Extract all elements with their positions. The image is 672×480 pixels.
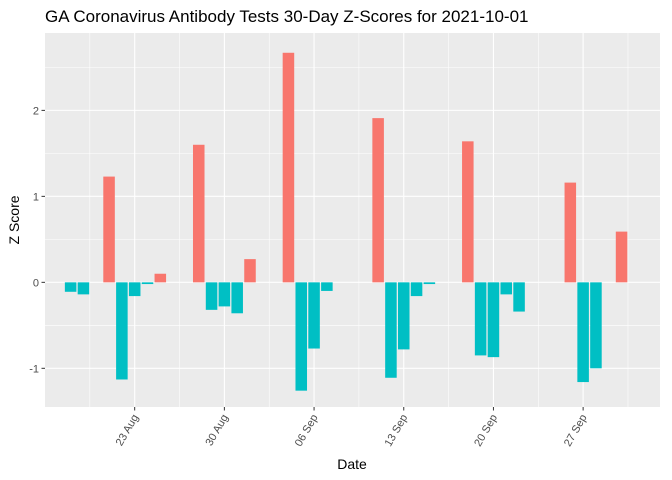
bar	[564, 182, 577, 283]
bar	[487, 282, 500, 358]
bar	[282, 52, 295, 283]
x-tick-label: 23 Aug	[114, 413, 142, 449]
x-tick-label: 20 Sep	[472, 413, 500, 449]
bar	[128, 282, 141, 297]
x-tick-label: 13 Sep	[383, 413, 411, 449]
bar	[590, 282, 602, 369]
y-tick-label: 2	[33, 105, 39, 117]
bar	[295, 282, 308, 391]
bar	[423, 282, 436, 285]
bar	[192, 144, 205, 283]
minor-gridlines	[45, 33, 660, 407]
x-tick-label: 06 Sep	[293, 413, 321, 449]
x-tick-label: 27 Sep	[562, 413, 590, 449]
bar	[218, 282, 231, 307]
bar	[205, 282, 218, 310]
y-tick-label: -1	[29, 363, 39, 375]
x-axis-title: Date	[337, 456, 367, 472]
bar	[577, 282, 589, 383]
bar	[410, 282, 423, 297]
bar	[141, 282, 154, 285]
bars	[64, 52, 628, 391]
bar	[116, 282, 128, 380]
bar	[397, 282, 410, 350]
bar	[500, 282, 513, 295]
plot-panel	[45, 33, 660, 407]
bar	[308, 282, 320, 349]
y-axis-title: Z Score	[6, 195, 22, 244]
bar	[462, 141, 474, 283]
x-axis: 23 Aug 30 Aug 06 Sep 13 Sep 20 Sep 27 Sep	[114, 407, 590, 449]
bar	[77, 282, 90, 295]
bar	[154, 273, 167, 283]
bar	[474, 282, 487, 356]
bar	[615, 231, 628, 283]
bar	[103, 176, 115, 283]
bar	[244, 259, 256, 283]
y-axis: -1 0 1 2	[29, 105, 45, 375]
bar	[231, 282, 243, 314]
bar	[321, 282, 333, 291]
bar	[513, 282, 525, 312]
x-tick-label: 30 Aug	[203, 413, 231, 449]
bar	[64, 282, 77, 292]
bar	[385, 282, 397, 378]
chart-title: GA Coronavirus Antibody Tests 30-Day Z-S…	[45, 7, 528, 26]
y-tick-label: 0	[33, 277, 39, 289]
y-tick-label: 1	[33, 191, 39, 203]
bar	[372, 118, 384, 283]
